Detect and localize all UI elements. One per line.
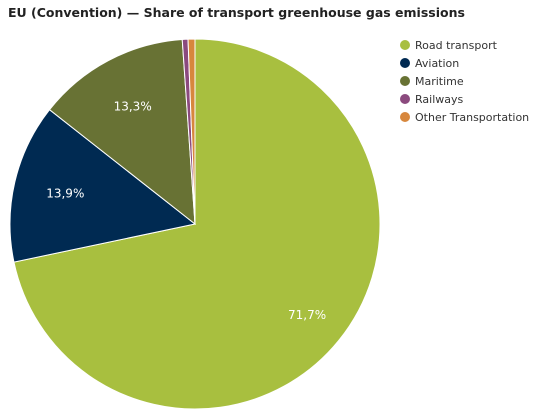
legend-label: Road transport <box>415 38 497 52</box>
legend-item-road-transport[interactable]: Road transport <box>400 36 529 54</box>
legend-marker <box>400 94 410 104</box>
legend-item-other-transportation[interactable]: Other Transportation <box>400 108 529 126</box>
legend-marker <box>400 76 410 86</box>
data-label-road-transport: 71,7% <box>288 308 326 322</box>
pie-slice-road-transport[interactable] <box>13 38 381 410</box>
legend-item-aviation[interactable]: Aviation <box>400 54 529 72</box>
legend-label: Maritime <box>415 74 464 88</box>
chart-title: EU (Convention) — Share of transport gre… <box>8 5 465 20</box>
legend: Road transport Aviation Maritime Railways Ot… <box>400 36 529 126</box>
legend-item-maritime[interactable]: Maritime <box>400 72 529 90</box>
legend-label: Other Transportation <box>415 110 530 124</box>
data-label-maritime: 13,3% <box>114 99 152 113</box>
pie-slice-other-transportation[interactable] <box>187 38 196 225</box>
legend-marker <box>400 40 410 50</box>
legend-label: Aviation <box>415 56 460 70</box>
data-label-aviation: 13,9% <box>46 187 84 201</box>
legend-marker <box>400 112 410 122</box>
pie-slice-maritime[interactable] <box>48 38 196 226</box>
pie-slice-aviation[interactable] <box>9 108 197 263</box>
legend-marker <box>400 58 410 68</box>
legend-label: Railways <box>415 92 464 106</box>
legend-item-railways[interactable]: Railways <box>400 90 529 108</box>
pie-chart: 71,7% 13,9% 13,3% <box>9 38 381 410</box>
